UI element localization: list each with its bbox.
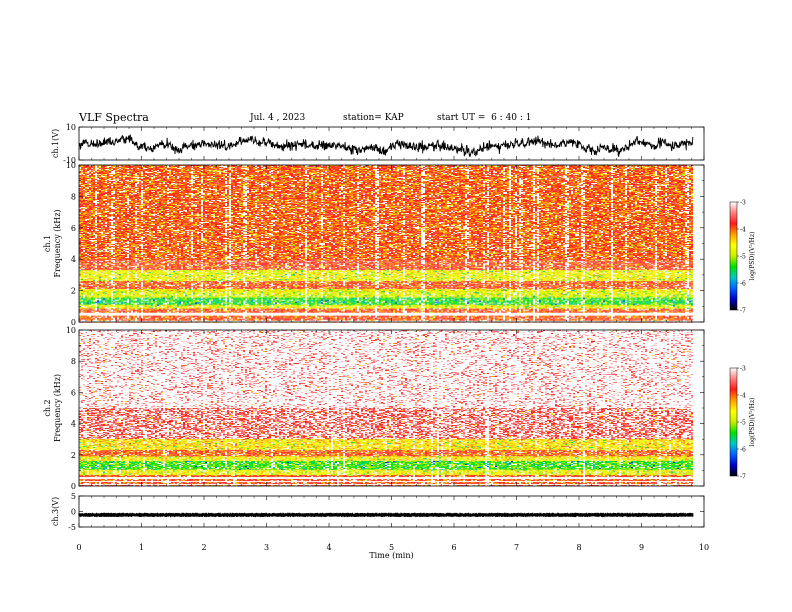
ch2-spectrogram-band bbox=[79, 461, 693, 470]
colorbar-tick-label: -3 bbox=[740, 200, 746, 207]
x-tick-label: 8 bbox=[576, 543, 581, 552]
ch1-spectrogram-band bbox=[79, 309, 693, 323]
ch2-spectrogram-band bbox=[79, 450, 693, 457]
colorbar-tick-label: -7 bbox=[740, 308, 746, 315]
ch2-spectrogram-ylabel: ch.2 bbox=[43, 399, 52, 416]
y-tick-label: 6 bbox=[71, 388, 76, 397]
y-tick-label: 8 bbox=[71, 192, 76, 201]
y-tick-label: 2 bbox=[71, 287, 76, 296]
ch3-waveform-frame bbox=[79, 496, 704, 527]
ch3-ylabel: ch.3(V) bbox=[51, 497, 60, 526]
y-tick-label: 2 bbox=[71, 451, 76, 460]
x-tick-label: 7 bbox=[514, 543, 519, 552]
y-tick-label: 6 bbox=[71, 224, 76, 233]
colorbar-tick-label: -4 bbox=[740, 393, 746, 400]
x-tick-label: 3 bbox=[264, 543, 269, 552]
y-tick-label: 10 bbox=[66, 161, 76, 170]
y-tick-label: 4 bbox=[71, 420, 76, 429]
colorbar-ch2-bar bbox=[730, 368, 737, 476]
ch1-waveform-line bbox=[79, 135, 693, 156]
y-tick-label: 8 bbox=[71, 357, 76, 366]
colorbar-ch1: -3 -4 -5 -6 -7 log(PSD)(V²/Hz) bbox=[730, 200, 756, 315]
ch1-spectrogram-band bbox=[79, 305, 693, 309]
x-axis-label: Time (min) bbox=[369, 551, 413, 560]
colorbar-tick-label: -6 bbox=[740, 447, 746, 454]
x-tick-label: 6 bbox=[451, 543, 456, 552]
ch2-spectrogram-panel: 0 2 4 6 8 10 ch.2 Frequency (kHz) bbox=[43, 326, 704, 491]
colorbar-ch1-label: log(PSD)(V²/Hz) bbox=[749, 232, 756, 281]
ch1-spectrogram-band bbox=[79, 165, 693, 260]
date-label: Jul. 4 , 2023 bbox=[250, 113, 305, 123]
ch3-waveform-line bbox=[79, 513, 693, 517]
y-tick-label: 4 bbox=[71, 255, 76, 264]
station-label: station= KAP bbox=[343, 113, 404, 123]
ch1-waveform-frame bbox=[79, 127, 704, 160]
ch1-spectrogram-ylabel: ch.1 bbox=[43, 235, 52, 252]
y-tick-label: 10 bbox=[66, 326, 76, 335]
colorbar-ch1-bar bbox=[730, 202, 737, 310]
ch2-spectrogram-ylabel: Frequency (kHz) bbox=[53, 374, 62, 442]
colorbar-ch2: -3 -4 -5 -6 -7 log(PSD)(V²/Hz) bbox=[730, 366, 756, 481]
colorbar-tick-label: -7 bbox=[740, 474, 746, 481]
colorbar-tick-label: -5 bbox=[740, 254, 746, 261]
ch1-spectrogram-ylabel: Frequency (kHz) bbox=[53, 209, 62, 277]
colorbar-tick-label: -3 bbox=[740, 366, 746, 373]
colorbar-tick-label: -6 bbox=[740, 281, 746, 288]
x-tick-label: 9 bbox=[639, 543, 644, 552]
start-time-label: start UT = 6 : 40 : 1 bbox=[437, 113, 532, 123]
chart-title: VLF Spectra bbox=[79, 111, 149, 124]
ch3-waveform-panel: 5 0 -5 ch.3(V) bbox=[51, 492, 704, 532]
x-tick-label: 4 bbox=[326, 543, 331, 552]
ch1-spectrogram-band bbox=[79, 298, 693, 306]
x-tick-label: 0 bbox=[76, 543, 81, 552]
x-tick-label: 10 bbox=[699, 543, 709, 552]
y-tick-label: 0 bbox=[71, 508, 76, 517]
ch1-ylabel: ch.1(V) bbox=[51, 129, 60, 158]
colorbar-ch2-label: log(PSD)(V²/Hz) bbox=[749, 398, 756, 447]
y-tick-label: -5 bbox=[68, 523, 76, 532]
x-tick-label: 2 bbox=[201, 543, 206, 552]
colorbar-tick-label: -4 bbox=[740, 227, 746, 234]
x-tick-label: 1 bbox=[139, 543, 144, 552]
y-tick-label: 10 bbox=[66, 123, 76, 132]
y-tick-label: 0 bbox=[71, 482, 76, 491]
colorbar-tick-label: -5 bbox=[740, 420, 746, 427]
y-tick-label: 5 bbox=[71, 492, 76, 501]
